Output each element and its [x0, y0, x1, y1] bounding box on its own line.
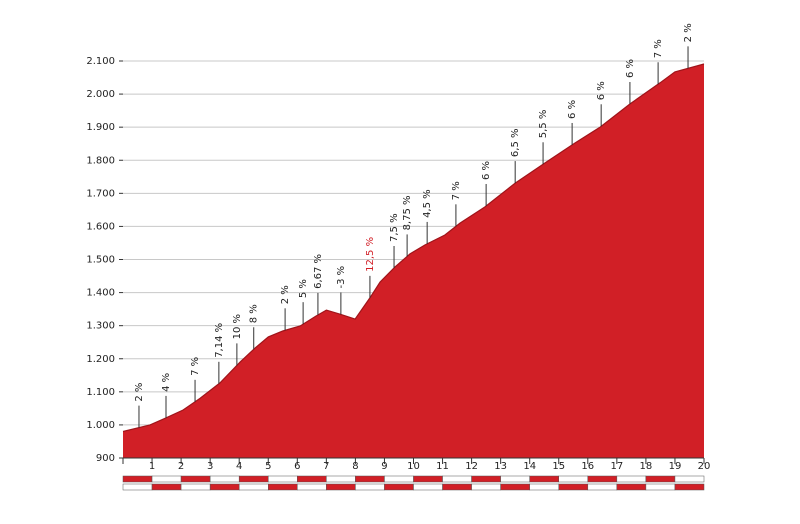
x-tick-label: 17	[610, 461, 623, 472]
x-tick-label: 19	[669, 461, 682, 472]
km-strip	[122, 483, 153, 491]
x-tick-label: 18	[640, 461, 653, 472]
gradient-label: 10 %	[232, 314, 243, 339]
x-tick-label: 2	[178, 461, 184, 472]
km-strip	[587, 475, 618, 483]
km-strip	[674, 483, 705, 491]
x-tick-label: 10	[407, 461, 420, 472]
gradient-label: 5,5 %	[538, 110, 549, 139]
x-tick-label: 12	[465, 461, 478, 472]
gradient-label: 7 %	[653, 39, 664, 58]
gradient-label: 4 %	[161, 373, 172, 392]
x-tick-label: 1	[149, 461, 155, 472]
gradient-label: 6,67 %	[313, 254, 324, 289]
gradient-label: 8,75 %	[402, 195, 413, 230]
x-tick-label: 7	[323, 461, 329, 472]
km-strip	[238, 483, 269, 491]
gradient-label: 7 %	[190, 357, 201, 376]
gradient-label: 7 %	[451, 181, 462, 200]
km-strip	[645, 483, 676, 491]
km-strip	[151, 475, 182, 483]
km-strip	[471, 475, 501, 483]
x-tick-label: 9	[381, 461, 387, 472]
x-tick-label: 13	[494, 461, 507, 472]
km-strip	[442, 475, 472, 483]
gradient-label: 6 %	[625, 59, 636, 78]
km-strip	[355, 483, 385, 491]
gradient-label: 2 %	[134, 383, 145, 402]
km-strip	[616, 475, 647, 483]
gradient-label: 6 %	[567, 100, 578, 119]
gradient-label: 5 %	[298, 279, 309, 298]
km-strip	[674, 475, 705, 483]
gradient-label: 6,5 %	[510, 128, 521, 157]
km-strip	[558, 475, 589, 483]
km-strip	[209, 483, 240, 491]
gradient-label: 2 %	[280, 285, 291, 304]
y-tick-label: 1.200	[86, 354, 115, 365]
y-tick-label: 1.800	[86, 155, 115, 166]
x-tick-label: 6	[294, 461, 300, 472]
km-strip	[268, 475, 298, 483]
x-tick-label: 14	[523, 461, 536, 472]
gradient-label: 4,5 %	[422, 189, 433, 218]
x-tick-label: 16	[581, 461, 594, 472]
km-strip	[180, 475, 211, 483]
km-strip	[616, 483, 647, 491]
km-strip	[558, 483, 589, 491]
km-strip	[355, 475, 385, 483]
km-strip	[238, 475, 269, 483]
y-tick-label: 900	[96, 453, 115, 464]
km-strip	[413, 483, 443, 491]
gradient-label: 7,14 %	[214, 323, 225, 358]
x-tick-label: 20	[698, 461, 711, 472]
km-strip	[180, 483, 211, 491]
y-tick-label: 2.100	[86, 56, 115, 67]
y-tick-label: 1.700	[86, 188, 115, 199]
km-strip	[587, 483, 618, 491]
km-strip	[151, 483, 182, 491]
y-tick-label: 1.400	[86, 288, 115, 299]
x-tick-label: 5	[265, 461, 271, 472]
y-tick-label: 1.900	[86, 122, 115, 133]
x-tick-label: 11	[436, 461, 449, 472]
gradient-label: 6 %	[596, 81, 607, 100]
x-tick-label: 3	[207, 461, 213, 472]
elevation-area	[123, 64, 704, 458]
gradient-label: 7,5 %	[389, 213, 400, 242]
y-tick-label: 1.300	[86, 321, 115, 332]
km-strip	[326, 483, 356, 491]
gradient-label: 12,5 %	[365, 237, 376, 272]
y-tick-label: 1.000	[86, 420, 115, 431]
km-strip	[297, 475, 327, 483]
km-strip	[413, 475, 443, 483]
km-strip	[384, 483, 414, 491]
x-tick-label: 15	[552, 461, 565, 472]
gradient-label: 2 %	[683, 23, 694, 42]
elevation-line	[122, 63, 705, 433]
km-strip	[268, 483, 298, 491]
gradient-label: 8 %	[249, 304, 260, 323]
km-strip	[297, 483, 327, 491]
x-tick-label: 4	[236, 461, 242, 472]
km-strip	[645, 475, 676, 483]
km-strip	[209, 475, 240, 483]
km-strip	[471, 483, 501, 491]
gradient-label: 6 %	[481, 161, 492, 180]
gradient-label: -3 %	[336, 266, 347, 289]
km-strip	[500, 475, 530, 483]
km-strip	[529, 483, 560, 491]
y-tick-label: 1.600	[86, 221, 115, 232]
km-strip	[122, 475, 153, 483]
km-strip	[500, 483, 530, 491]
km-strip	[384, 475, 414, 483]
km-strip	[442, 483, 472, 491]
y-tick-label: 2.000	[86, 89, 115, 100]
y-tick-label: 1.500	[86, 255, 115, 266]
km-strip	[326, 475, 356, 483]
km-strip	[529, 475, 560, 483]
x-tick-label: 8	[352, 461, 358, 472]
y-tick-label: 1.100	[86, 387, 115, 398]
